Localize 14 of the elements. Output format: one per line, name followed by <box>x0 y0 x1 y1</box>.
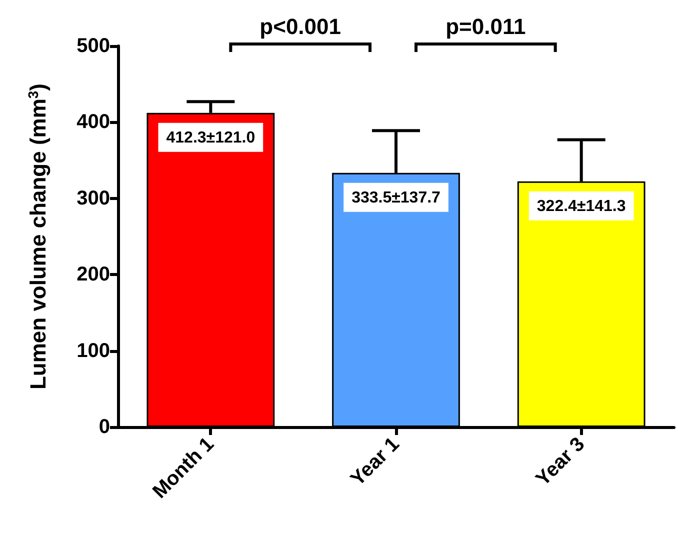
data-label: 333.5±137.7 <box>352 189 441 206</box>
y-tick-label: 0 <box>98 416 110 438</box>
data-label: 412.3±121.0 <box>166 129 256 146</box>
x-tick-label: Year 3 <box>532 433 590 490</box>
text: p<0.001 <box>260 14 342 39</box>
text: p=0.011 <box>446 14 526 39</box>
y-tick-label: 300 <box>76 187 110 210</box>
x-tick-label: Year 1 <box>346 433 404 490</box>
y-axis-title: Lumen volume change (mm3) <box>25 83 50 390</box>
data-label: 322.4±141.3 <box>536 198 626 215</box>
y-tick-label: 500 <box>76 35 110 57</box>
y-tick-label: 400 <box>76 111 110 134</box>
y-tick-label: 100 <box>76 340 110 362</box>
y-tick-label: 200 <box>76 264 110 286</box>
